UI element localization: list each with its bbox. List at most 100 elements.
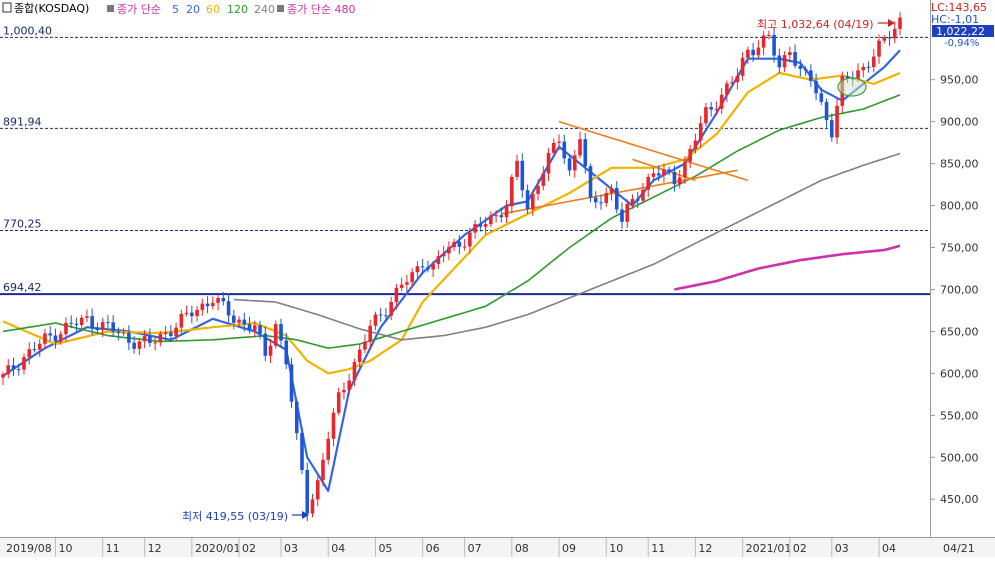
reference-line-label: 770,25 [3,218,42,231]
x-tick-label: 2021/01 [746,542,792,555]
candle [368,319,372,350]
candle-body [798,65,803,69]
candle [378,307,383,322]
candle-body [336,392,341,413]
candle [289,358,294,408]
candle [53,328,58,349]
candle-body [289,364,294,402]
candle-body [730,82,734,84]
candle [273,320,278,349]
candle [588,163,593,203]
candle [363,334,367,353]
candle [510,174,514,214]
candle [698,116,703,149]
candle-body [551,142,556,153]
candle-body [746,49,750,58]
candle-body [646,176,651,190]
candle [656,165,661,182]
candle-body [672,171,677,185]
candle [572,149,577,178]
candle [37,339,42,357]
candle [772,27,776,63]
candle-body [698,123,703,141]
candle [394,283,399,310]
candle [730,76,734,87]
candle [116,327,121,341]
candle [95,322,100,334]
candle-body [751,49,755,56]
candle [16,363,21,376]
reference-line-label: 694,42 [3,281,42,294]
candle-body [861,66,866,71]
candle-body [803,68,808,71]
y-tick-label: 600,00 [940,367,979,380]
candle [473,219,477,239]
candle [127,325,131,351]
candle [27,342,32,365]
x-tick-label: 05 [378,542,392,555]
candle-body [761,35,766,48]
candle [221,291,226,306]
high-annotation: 최고 1,032,64 (04/19) [757,18,874,31]
candle [866,61,871,73]
x-tick-label: 03 [284,542,298,555]
candle-body [347,380,352,390]
candle-body [567,158,572,171]
ma-line-120 [233,152,901,341]
x-tick-label: 07 [468,542,482,555]
candle [667,166,671,176]
legend-ma20: 20 [186,3,200,16]
candle-body [882,37,887,41]
candle [179,309,184,336]
candle [284,332,289,370]
candle-body [205,303,210,307]
candle-body [536,185,540,194]
candle [252,320,257,338]
candle-body [830,120,834,138]
candle [898,12,902,36]
candle-body [473,224,477,233]
trendline [558,120,749,182]
candle-body [546,152,551,174]
candle-body [777,55,782,68]
candle-body [211,302,215,307]
candle [677,169,682,189]
candle [635,191,640,209]
candle-body [578,139,582,156]
candle [357,343,362,370]
ma-line-20 [2,71,901,375]
candle [462,239,467,251]
candle-body [772,34,776,56]
candle-body [163,332,168,335]
y-axis-ticks: 450,00 500,00 550,00 600,00 650,00 700,00 750,… [930,74,979,506]
candle-body [58,334,63,342]
candle-body [247,324,252,331]
candle-body [541,173,546,186]
candle [452,238,456,251]
candle-body [305,469,310,514]
candle [798,59,803,77]
candle-body [153,342,157,344]
candle [441,245,446,263]
candle [106,314,110,329]
candle-body [43,333,47,344]
candle-body [137,341,142,349]
legend-checkbox[interactable] [2,2,12,13]
candle-body [788,52,792,56]
legend-ma240: 240 [254,3,275,16]
candle-body [588,166,593,198]
candle-body [237,319,241,323]
candle [142,330,147,349]
candle [132,336,136,354]
candle [431,260,435,277]
candle-body [11,365,16,370]
candle-body [651,173,656,177]
candle-body [767,34,771,36]
candle [315,476,320,507]
candle-body [90,316,94,328]
moving-average-lines [2,49,901,492]
candle [809,64,813,87]
candle-body [667,169,671,172]
candle [704,102,708,127]
candle [761,30,766,56]
